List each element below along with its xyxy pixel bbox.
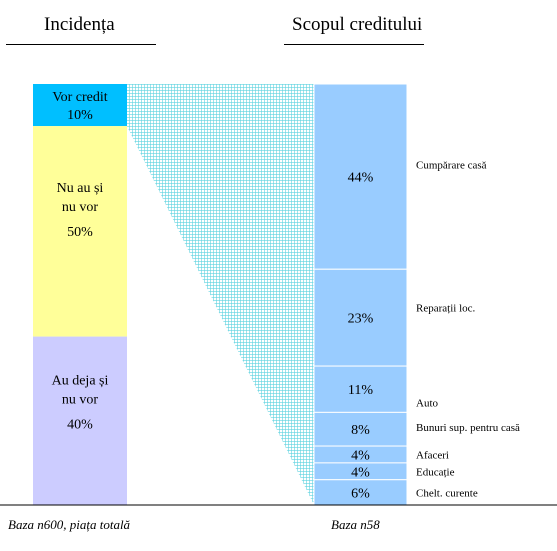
right-segment-reparatii-loc <box>313 268 408 367</box>
left-label-au-deja-si-nu-vor: Au deja și nu vor <box>52 374 109 408</box>
connector-funnel <box>127 84 314 505</box>
right-category-afaceri: Afaceri <box>416 449 449 461</box>
right-percent-auto: 11% <box>348 383 373 398</box>
left-label-vor-credit: Vor credit <box>52 90 107 105</box>
right-percent-afaceri: 4% <box>351 448 370 463</box>
left-segment-au-deja-si-nu-vor <box>33 336 127 505</box>
left-label-nu-au-si-nu-vor: Nu au și nu vor <box>57 181 104 215</box>
right-category-bunuri-sup-pentru-casa: Bunuri sup. pentru casă <box>416 422 520 434</box>
right-percent-chelt-curente: 6% <box>351 486 370 501</box>
right-percent-cumparare-casa: 44% <box>348 171 374 186</box>
right-header: Scopul creditului <box>292 14 423 35</box>
right-percent-bunuri-sup-pentru-casa: 8% <box>351 423 370 438</box>
right-segment-chelt-curente <box>313 479 408 506</box>
right-percent-educatie: 4% <box>351 465 370 480</box>
left-percent-au-deja-si-nu-vor: 40% <box>67 418 93 433</box>
left-footnote: Baza n600, piața totală <box>8 517 131 532</box>
right-category-chelt-curente: Chelt. curente <box>416 487 478 499</box>
right-segment-auto <box>313 365 408 413</box>
right-category-auto: Auto <box>416 397 439 409</box>
right-header-rule <box>284 44 424 45</box>
left-header: Incidența <box>44 14 115 35</box>
left-segment-vor-credit <box>33 84 127 127</box>
left-percent-vor-credit: 10% <box>67 108 93 123</box>
left-header-rule <box>6 44 156 45</box>
right-category-cumparare-casa: Cumpărare casă <box>416 160 487 172</box>
left-percent-nu-au-si-nu-vor: 50% <box>67 225 93 240</box>
right-segment-cumparare-casa <box>313 83 408 270</box>
right-footnote: Baza n58 <box>331 517 380 532</box>
right-category-reparatii-loc: Reparații loc. <box>416 303 476 315</box>
right-segment-bunuri-sup-pentru-casa <box>313 411 408 447</box>
right-percent-reparatii-loc: 23% <box>348 312 374 327</box>
right-category-educatie: Educație <box>416 466 455 478</box>
left-segment-nu-au-si-nu-vor <box>33 126 127 337</box>
